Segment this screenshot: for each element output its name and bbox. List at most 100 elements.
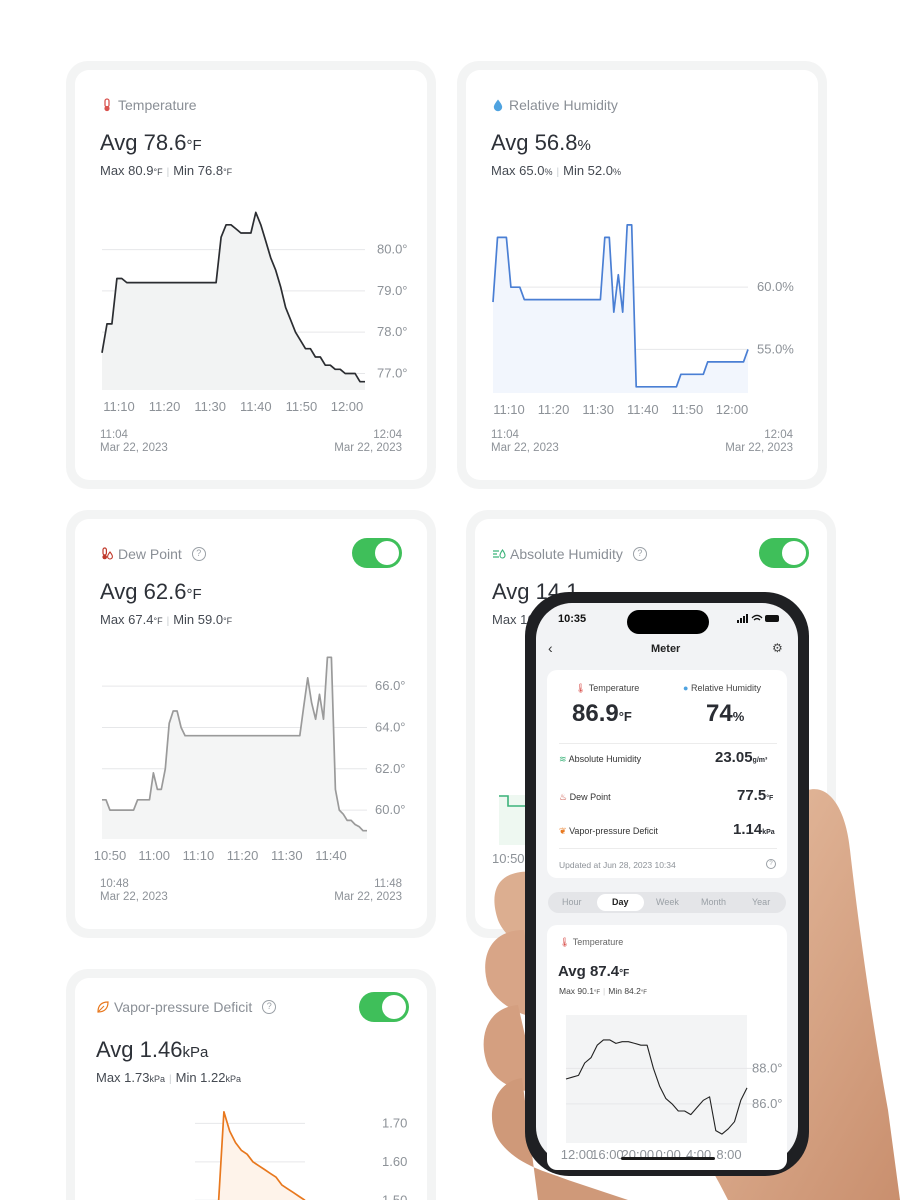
- vpd-label: Vapor-pressure Deficit: [569, 826, 658, 836]
- dew-point-chart: 66.0° 64.0° 62.0° 60.0° 10:50 11:00 11:10 11:20…: [94, 656, 406, 863]
- chart-line: [565, 1039, 748, 1135]
- phone-humidity-value: 74%: [706, 700, 744, 728]
- temperature-card[interactable]: Temperature Avg 78.6°F Max 80.9°F | Min 76…: [75, 70, 427, 480]
- y-tick-label: 60.0%: [757, 279, 794, 294]
- absolute-humidity-toggle[interactable]: [759, 538, 809, 568]
- chart-area: [499, 795, 529, 845]
- chart-line: [499, 795, 529, 807]
- tab-week[interactable]: Week: [656, 897, 679, 907]
- x-tick-label: 11:10: [103, 399, 135, 414]
- temperature-max-min: Max 80.9°F | Min 76.8°F: [100, 163, 233, 178]
- dew-point-card[interactable]: Dew Point ? Avg 62.6°F Max 67.4°F | Min 59…: [75, 519, 427, 929]
- max-unit: °F: [153, 616, 163, 626]
- max-value: Max 67.4: [100, 612, 154, 627]
- y-tick-label: 55.0%: [757, 341, 794, 356]
- dew-point-number: 77.5: [737, 787, 767, 804]
- chart-area: [102, 212, 365, 390]
- home-indicator: [621, 1157, 715, 1160]
- y-tick-label: 62.0°: [375, 761, 406, 776]
- avg-prefix: Avg: [491, 130, 535, 155]
- x-tick-label: 11:20: [538, 402, 570, 417]
- tab-day[interactable]: Day: [612, 897, 629, 907]
- y-tick-label: 64.0°: [375, 719, 406, 734]
- temperature-average: Avg 78.6°F: [100, 130, 202, 156]
- humidity-unit: %: [732, 709, 745, 724]
- help-icon[interactable]: ?: [766, 859, 776, 869]
- phone-temperature-value: 86.9°F: [572, 700, 632, 728]
- vpd-card[interactable]: Vapor-pressure Deficit ? Avg 1.46kPa Max…: [75, 978, 427, 1200]
- dew-point-title: Dew Point ?: [100, 546, 206, 562]
- x-tick-label: 10:50: [94, 848, 127, 863]
- x-tick-label: 11:20: [227, 848, 259, 863]
- phone-dew-point-value: 77.5°F: [737, 787, 773, 804]
- humidity-max-min: Max 65.0% | Min 52.0%: [491, 163, 621, 178]
- vpd-toggle[interactable]: [359, 992, 409, 1022]
- humidity-average: Avg 56.8%: [491, 130, 591, 156]
- dew-point-average: Avg 62.6°F: [100, 579, 202, 605]
- start-time: 11:04: [100, 429, 128, 441]
- chart-background: [566, 1015, 747, 1143]
- start-time: 10:48: [100, 878, 129, 890]
- finger-middle: [485, 930, 538, 1018]
- avg-unit: %: [577, 137, 591, 154]
- x-tick-label: 12:00: [561, 1147, 594, 1162]
- tab-year[interactable]: Year: [752, 897, 771, 907]
- x-tick-label: 10:50: [492, 851, 525, 866]
- avg-value: 1.46: [139, 1037, 183, 1062]
- temperature-title: Temperature: [100, 97, 197, 113]
- toggle-knob: [375, 541, 399, 565]
- divider: [559, 848, 777, 849]
- tab-hour[interactable]: Hour: [562, 897, 582, 907]
- absolute-humidity-icon: ≋: [559, 754, 567, 764]
- readings-panel: [547, 670, 787, 878]
- x-tick-label: 11:20: [149, 399, 181, 414]
- phone-chart-average: Avg 87.4°F: [558, 963, 629, 980]
- absolute-humidity-title-label: Absolute Humidity: [510, 546, 623, 562]
- max-value: Max 90.1: [559, 986, 594, 996]
- help-icon[interactable]: ?: [632, 547, 647, 561]
- dew-point-end-range: 11:48 Mar 22, 2023: [334, 878, 402, 904]
- start-date: Mar 22, 2023: [100, 891, 168, 903]
- x-tick-label: 16:00: [591, 1147, 624, 1162]
- max-unit: %: [544, 167, 553, 177]
- min-unit: °F: [223, 167, 233, 177]
- y-tick-label: 78.0°: [377, 324, 408, 339]
- absolute-humidity-max: Max 16: [492, 612, 535, 627]
- back-icon[interactable]: ‹: [548, 640, 553, 656]
- dew-point-toggle[interactable]: [352, 538, 402, 568]
- max-unit: °F: [593, 990, 601, 996]
- humidity-start-range: 11:04 Mar 22, 2023: [491, 429, 559, 455]
- vpd-average: Avg 1.46kPa: [96, 1037, 208, 1063]
- avg-value: 62.6: [143, 579, 187, 604]
- humidity-chart: 60.0% 55.0% 11:10 11:20 11:30 11:40 11:50 12:00: [492, 224, 794, 417]
- battery-icon: [765, 615, 779, 622]
- humidity-card[interactable]: Relative Humidity Avg 56.8% Max 65.0% | Mi…: [466, 70, 818, 480]
- avg-unit: kPa: [182, 1044, 209, 1061]
- gear-icon[interactable]: ⚙: [772, 641, 783, 655]
- help-icon[interactable]: ?: [262, 1000, 277, 1014]
- vpd-title-label: Vapor-pressure Deficit: [114, 999, 253, 1015]
- phone-temperature-label: 🌡︎ Temperature: [575, 683, 639, 694]
- x-tick-label: 11:30: [582, 402, 614, 417]
- temperature-unit: °F: [618, 709, 632, 724]
- temperature-start-range: 11:04 Mar 22, 2023: [100, 429, 168, 455]
- tab-month[interactable]: Month: [701, 897, 727, 907]
- phone-humidity-label-text: Relative Humidity: [690, 683, 761, 693]
- humidity-number: 74: [706, 700, 733, 727]
- chart-area: [493, 224, 748, 393]
- x-tick-label: 11:40: [627, 402, 659, 417]
- finger-lower: [483, 1005, 538, 1092]
- dynamic-island: [627, 610, 709, 634]
- x-tick-label: 11:00: [138, 848, 170, 863]
- vpd-title: Vapor-pressure Deficit ?: [96, 999, 277, 1015]
- signal-icon: [737, 620, 739, 623]
- dew-point-icon: [102, 547, 113, 560]
- help-icon[interactable]: ?: [191, 547, 206, 561]
- water-drop-icon: [493, 99, 503, 112]
- toggle-knob: [382, 995, 406, 1019]
- vpd-chart: 1.70 1.60 1.50: [195, 1110, 407, 1200]
- x-tick-label: 11:40: [315, 848, 347, 863]
- end-date: Mar 22, 2023: [334, 442, 402, 454]
- phone-chart-average-unit: °F: [619, 968, 630, 979]
- phone-absolute-humidity-row: ≋ Absolute Humidity: [559, 754, 641, 765]
